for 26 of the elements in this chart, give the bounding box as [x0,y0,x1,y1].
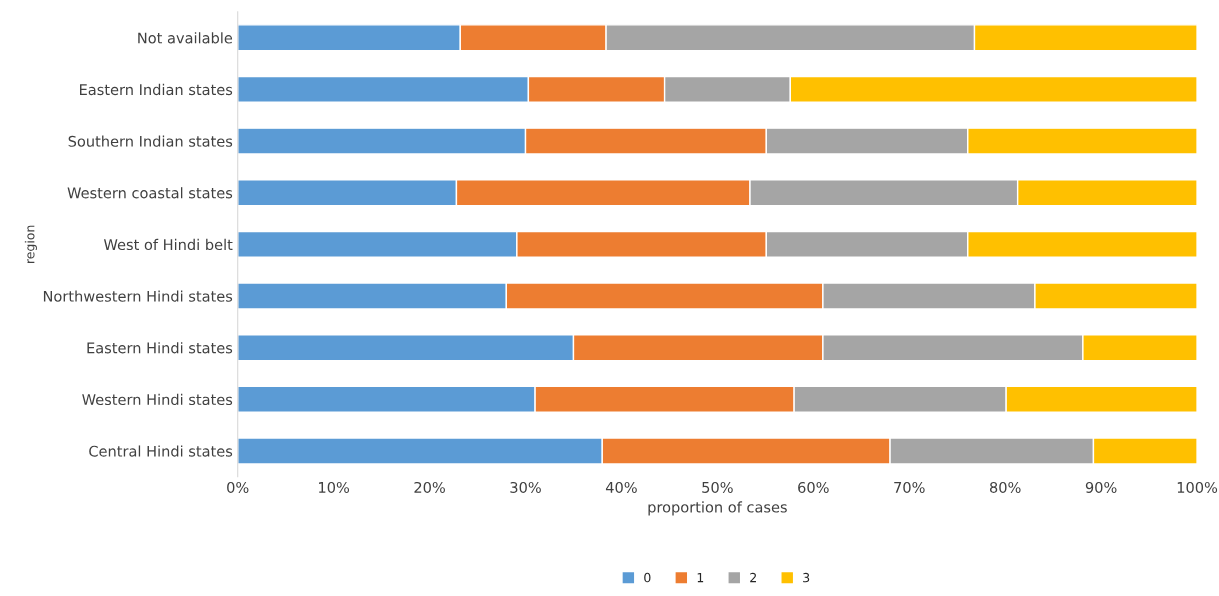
y-tick-label: Western Hindi states [82,393,233,406]
legend-label: 2 [750,572,756,583]
y-tick-label: Central Hindi states [89,445,233,457]
x-tick-label: 0% [227,481,249,493]
y-tick-label: Northwestern Hindi states [43,290,233,302]
legend-label: 0 [644,572,651,583]
x-tick-label: 90% [1085,481,1117,493]
legend-label: 1 [697,573,704,583]
y-tick-label: Eastern Indian states [80,83,233,96]
x-tick-label: 100% [1177,481,1218,493]
y-tick-label: Western coastal states [67,187,233,199]
x-tick-label: 60% [798,481,829,493]
y-axis-title: region [24,225,37,263]
y-tick-label: Eastern Hindi states [87,342,233,354]
x-tick-label: 50% [702,481,733,493]
x-tick-label: 40% [605,481,637,493]
legend-label: 3 [803,572,810,583]
y-tick-label: Not available [138,32,233,44]
x-tick-label: 30% [510,481,541,493]
x-tick-label: 70% [894,481,925,493]
x-tick-label: 80% [989,481,1021,493]
y-tick-label: Southern Indian states [68,135,233,147]
x-axis-title: proportion of cases [648,501,787,516]
y-tick-label: West of Hindi belt [103,238,233,251]
x-tick-label: 20% [414,481,445,493]
x-tick-label: 10% [319,481,350,493]
